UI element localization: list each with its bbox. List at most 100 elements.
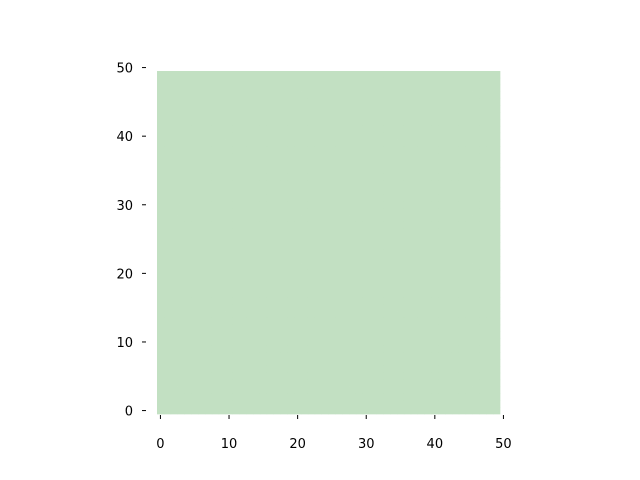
heatmap-cell — [417, 276, 425, 285]
heatmap-cell — [280, 345, 288, 353]
heatmap-cell — [225, 372, 233, 381]
heatmap-cell — [335, 112, 343, 120]
heatmap-cell — [259, 407, 268, 415]
heatmap-cell — [451, 153, 460, 161]
heatmap-cell — [218, 125, 226, 134]
heatmap-cell — [198, 345, 206, 353]
heatmap-cell — [294, 119, 302, 127]
heatmap-cell — [321, 407, 329, 415]
y-tick-label: 30 — [116, 199, 133, 214]
heatmap-cell — [246, 263, 254, 271]
heatmap-cell — [355, 201, 364, 209]
heatmap-cell — [493, 311, 501, 319]
heatmap-cell — [294, 249, 302, 257]
heatmap-cell — [362, 352, 371, 360]
heatmap-cell — [184, 146, 192, 154]
heatmap-cell — [342, 386, 350, 394]
heatmap-cell — [417, 187, 425, 195]
heatmap-cell — [205, 249, 213, 257]
heatmap-cell — [191, 221, 199, 230]
heatmap-cell — [301, 269, 309, 278]
heatmap-cell — [335, 132, 343, 140]
heatmap-cell — [301, 84, 309, 92]
heatmap-cell — [314, 242, 322, 250]
heatmap-cell — [342, 84, 350, 92]
heatmap-cell — [424, 146, 432, 154]
heatmap-cell — [232, 167, 240, 175]
heatmap-cell — [307, 201, 316, 209]
heatmap-cell — [465, 235, 473, 243]
heatmap-cell — [280, 98, 288, 106]
heatmap-cell — [376, 263, 384, 271]
heatmap-cell — [307, 359, 316, 367]
heatmap-cell — [431, 139, 439, 147]
heatmap-cell — [390, 215, 398, 223]
heatmap-cell — [191, 365, 199, 374]
heatmap-cell — [170, 84, 178, 92]
heatmap-cell — [397, 276, 405, 285]
heatmap-cell — [355, 153, 364, 161]
heatmap-cell — [294, 208, 302, 216]
heatmap-cell — [445, 221, 453, 230]
heatmap-cell — [472, 317, 480, 326]
heatmap-cell — [239, 132, 247, 140]
heatmap-cell — [403, 242, 412, 250]
heatmap-cell — [335, 98, 343, 106]
heatmap-cell — [403, 352, 412, 360]
heatmap-cell — [170, 379, 178, 387]
heatmap-cell — [376, 338, 384, 346]
heatmap-cell — [205, 187, 213, 195]
heatmap-cell — [301, 379, 309, 387]
heatmap-cell — [486, 242, 494, 250]
heatmap-cell — [493, 379, 501, 387]
heatmap-cell — [259, 352, 268, 360]
heatmap-cell — [438, 276, 446, 285]
heatmap-cell — [445, 235, 453, 243]
heatmap-cell — [451, 173, 460, 182]
heatmap-cell — [465, 393, 473, 401]
heatmap-cell — [417, 290, 425, 298]
heatmap-cell — [259, 269, 268, 278]
heatmap-cell — [307, 324, 316, 333]
heatmap-cell — [369, 338, 377, 346]
heatmap-cell — [397, 400, 405, 408]
heatmap-cell — [184, 125, 192, 134]
heatmap-cell — [410, 153, 419, 161]
heatmap-cell — [225, 324, 233, 333]
heatmap-cell — [314, 263, 322, 271]
heatmap-cell — [170, 324, 178, 333]
heatmap-cell — [294, 400, 302, 408]
heatmap-cell — [280, 125, 288, 134]
heatmap-cell — [349, 407, 357, 415]
heatmap-cell — [438, 84, 446, 92]
heatmap-cell — [266, 297, 274, 305]
heatmap-cell — [314, 221, 322, 230]
heatmap-cell — [198, 98, 206, 106]
heatmap-cell — [157, 317, 165, 326]
heatmap-cell — [390, 235, 398, 243]
heatmap-cell — [472, 276, 480, 285]
heatmap-cell — [239, 180, 247, 188]
heatmap-cell — [403, 187, 412, 195]
heatmap-cell — [458, 125, 467, 134]
heatmap-cell — [218, 77, 226, 86]
heatmap-cell — [170, 228, 178, 236]
heatmap-cell — [198, 160, 206, 168]
heatmap-cell — [493, 139, 501, 147]
heatmap-cell — [362, 311, 371, 319]
heatmap-cell — [157, 249, 165, 257]
heatmap-cell — [232, 365, 240, 374]
heatmap-cell — [424, 201, 432, 209]
heatmap-cell — [383, 173, 391, 182]
heatmap-cell — [157, 215, 165, 223]
heatmap-cell — [294, 283, 302, 291]
heatmap-cell — [218, 201, 226, 209]
heatmap-cell — [294, 317, 302, 326]
heatmap-cell — [376, 400, 384, 408]
heatmap-cell — [397, 345, 405, 353]
heatmap-cell — [253, 132, 261, 140]
heatmap-cell — [403, 98, 412, 106]
heatmap-cell — [218, 167, 226, 175]
heatmap-cell — [266, 208, 274, 216]
heatmap-cell — [218, 146, 226, 154]
